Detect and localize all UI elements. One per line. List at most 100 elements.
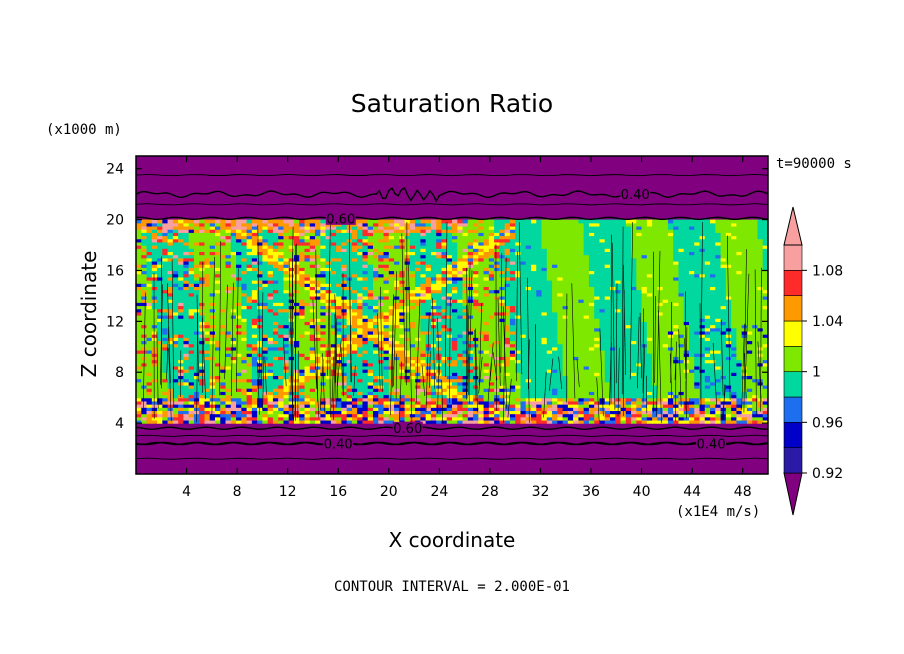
heatmap-cell (341, 321, 348, 326)
heatmap-cell (346, 315, 353, 319)
heatmap-cell (136, 340, 142, 345)
heatmap-cell (409, 353, 416, 357)
heatmap-cell (304, 311, 311, 316)
heatmap-cell (236, 394, 242, 399)
heatmap-cell (483, 229, 490, 233)
heatmap-cell (325, 289, 332, 294)
heatmap-cell (167, 270, 174, 275)
heatmap-cell (288, 251, 295, 256)
heatmap-cell (520, 391, 527, 396)
heatmap-cell (199, 286, 206, 291)
heatmap-cell (151, 413, 158, 418)
heatmap-cell (336, 413, 342, 418)
heatmap-cell (267, 254, 274, 259)
heatmap-cell (462, 254, 469, 259)
heatmap-cell (141, 372, 148, 377)
heatmap-cell (283, 416, 290, 421)
heatmap-cell (357, 413, 364, 418)
heatmap-cell (525, 273, 532, 278)
heatmap-cell (225, 219, 232, 224)
heatmap-cell (420, 280, 427, 284)
heatmap-cell (157, 318, 163, 322)
heatmap-cell (399, 391, 406, 396)
heatmap-cell (236, 222, 242, 227)
heatmap-cell (425, 267, 432, 272)
heatmap-cell (278, 264, 285, 268)
heatmap-cell (341, 330, 348, 335)
heatmap-cell (483, 283, 490, 287)
heatmap-cell (494, 267, 500, 272)
heatmap-cell (357, 295, 364, 300)
heatmap-cell (304, 219, 311, 224)
heatmap-cell (236, 241, 242, 246)
heatmap-cell (209, 280, 216, 284)
heatmap-cell (531, 321, 537, 326)
heatmap-cell (188, 318, 195, 322)
heatmap-cell (425, 365, 432, 370)
heatmap-cell (467, 267, 474, 272)
heatmap-cell (272, 229, 279, 233)
heatmap-cell (351, 289, 358, 294)
heatmap-cell (178, 413, 184, 418)
heatmap-cell (315, 419, 321, 424)
heatmap-cell (230, 264, 237, 268)
heatmap-cell (373, 397, 379, 402)
heatmap-cell (452, 251, 458, 256)
heatmap-cell (294, 245, 300, 249)
heatmap-cell (299, 388, 306, 392)
heatmap-cell (399, 359, 406, 364)
heatmap-cell (315, 232, 321, 237)
heatmap-cell (336, 254, 342, 259)
heatmap-cell (351, 419, 358, 424)
heatmap-cell (251, 219, 258, 224)
heatmap-cell (288, 413, 295, 418)
heatmap-cell (425, 232, 432, 237)
heatmap-cell (394, 264, 400, 268)
heatmap-cell (346, 353, 353, 357)
heatmap-cell (373, 407, 379, 411)
heatmap-cell (236, 273, 242, 278)
heatmap-cell (351, 362, 358, 367)
heatmap-cell (525, 302, 532, 307)
heatmap-cell (399, 372, 406, 377)
heatmap-cell (146, 238, 153, 243)
heatmap-cell (294, 400, 300, 405)
heatmap-cell (430, 419, 437, 424)
heatmap-cell (378, 362, 385, 367)
heatmap-cell (494, 384, 500, 389)
heatmap-cell (246, 270, 253, 275)
heatmap-cell (462, 359, 469, 364)
heatmap-cell (383, 225, 390, 230)
heatmap-cell (457, 365, 464, 370)
heatmap-cell (367, 238, 374, 243)
heatmap-cell (178, 251, 184, 256)
heatmap-cell (183, 334, 190, 338)
heatmap-cell (399, 353, 406, 357)
heatmap-cell (336, 292, 342, 297)
heatmap-cell (357, 267, 364, 272)
heatmap-cell (515, 315, 522, 319)
heatmap-cell (251, 276, 258, 281)
heatmap-cell (483, 381, 490, 386)
heatmap-cell (425, 321, 432, 326)
heatmap-cell (531, 248, 537, 252)
heatmap-cell (478, 349, 485, 354)
heatmap-cell (257, 324, 263, 329)
heatmap-cell (525, 346, 532, 351)
heatmap-cell (499, 222, 506, 227)
heatmap-cell (188, 416, 195, 421)
heatmap-cell (146, 334, 153, 338)
heatmap-cell (499, 235, 506, 240)
heatmap-cell (415, 270, 421, 275)
heatmap-cell (209, 264, 216, 268)
heatmap-cell (357, 225, 364, 230)
heatmap-cell (362, 225, 369, 230)
heatmap-cell (488, 407, 495, 411)
heatmap-cell (278, 419, 285, 424)
heatmap-cell (362, 394, 369, 399)
heatmap-cell (283, 305, 290, 310)
heatmap-cell (309, 267, 316, 272)
heatmap-cell (336, 283, 342, 287)
heatmap-cell (462, 257, 469, 262)
heatmap-cell (383, 356, 390, 361)
